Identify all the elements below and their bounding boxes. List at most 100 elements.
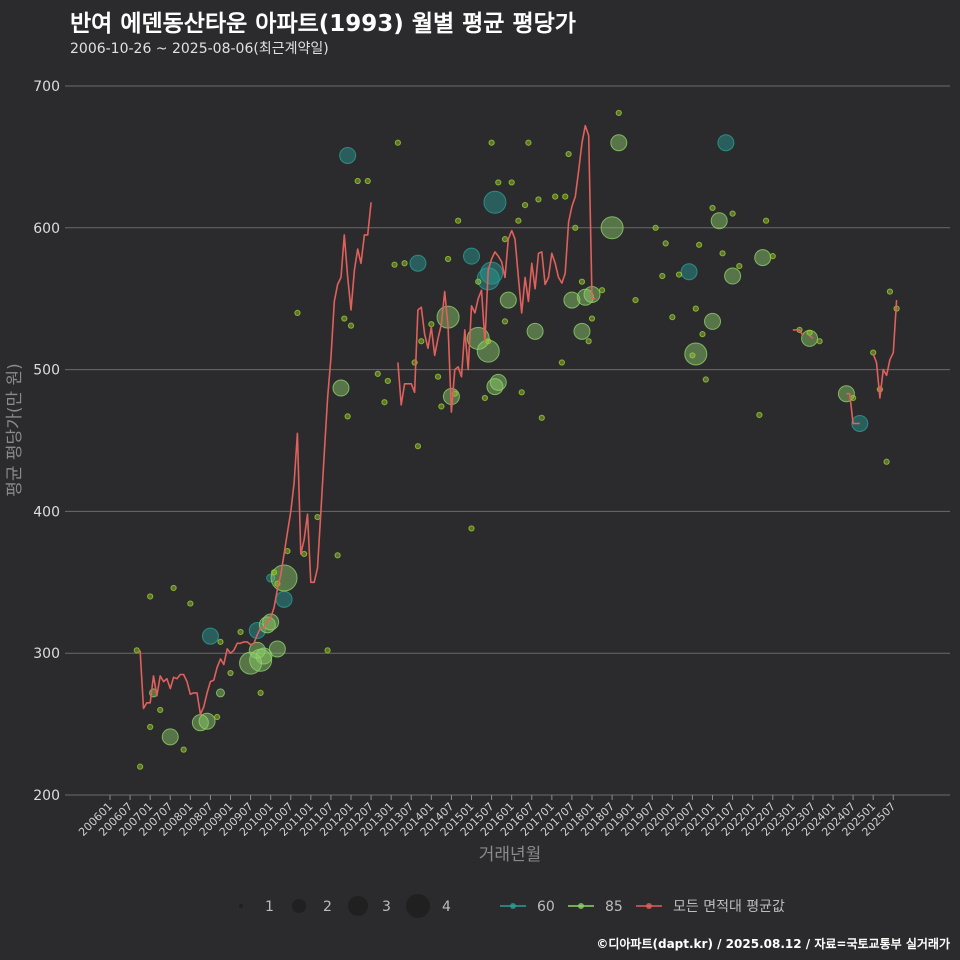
data-point <box>724 267 742 285</box>
data-point <box>187 600 194 607</box>
data-point <box>257 689 264 697</box>
legend-dot-key <box>646 903 652 909</box>
data-point <box>434 373 442 380</box>
data-point <box>374 370 381 377</box>
data-point <box>468 525 475 532</box>
legend-size-key <box>406 894 430 918</box>
data-point <box>488 139 495 146</box>
average-line-segment <box>846 392 860 425</box>
average-line-segment <box>397 124 596 413</box>
data-point <box>489 373 507 391</box>
y-tick-label: 500 <box>33 363 60 379</box>
data-point <box>347 322 355 329</box>
data-point <box>598 287 606 294</box>
data-point <box>444 255 452 263</box>
data-point <box>485 338 492 345</box>
data-point <box>675 271 683 278</box>
data-point <box>248 622 266 640</box>
y-tick-label: 600 <box>33 221 60 237</box>
data-point <box>201 627 219 645</box>
legend-series-label: 60 <box>537 899 555 915</box>
data-point <box>729 210 736 217</box>
data-point <box>394 139 401 146</box>
data-point <box>762 217 770 224</box>
data-point <box>684 342 708 366</box>
data-point <box>526 322 544 340</box>
data-point <box>696 241 703 248</box>
data-point <box>565 150 572 158</box>
data-point <box>515 217 522 224</box>
data-point <box>806 329 813 336</box>
data-point <box>578 278 586 285</box>
average-line-segment <box>139 202 372 715</box>
data-point <box>659 272 666 280</box>
data-point <box>652 224 659 231</box>
legend-size-label: 1 <box>265 899 274 915</box>
data-point <box>339 146 357 164</box>
data-point <box>258 616 276 634</box>
legend-size-key <box>292 899 306 913</box>
data-point <box>501 318 509 325</box>
data-point <box>475 278 482 285</box>
data-point <box>562 193 569 200</box>
data-point <box>710 212 728 230</box>
data-point <box>719 250 726 257</box>
data-point <box>409 254 427 272</box>
data-point <box>525 139 532 146</box>
chart-subtitle: 2006-10-26 ~ 2025-08-06(최근계약일) <box>70 41 329 57</box>
data-point <box>588 315 596 322</box>
data-point <box>573 322 591 340</box>
data-point <box>161 728 179 746</box>
data-point <box>157 706 164 714</box>
data-point <box>702 376 709 383</box>
data-point <box>180 746 187 753</box>
y-tick-label: 400 <box>33 504 60 520</box>
average-line <box>139 124 898 715</box>
data-point <box>692 305 699 312</box>
data-point <box>332 379 350 397</box>
data-point <box>255 647 273 665</box>
data-point <box>704 312 722 330</box>
legend-size-key <box>348 896 368 916</box>
data-point <box>170 584 177 592</box>
grid-lines <box>65 85 950 796</box>
data-point <box>499 291 517 309</box>
data-point <box>418 338 425 345</box>
data-point <box>680 263 698 281</box>
data-point <box>324 647 331 654</box>
data-point <box>538 414 545 421</box>
data-point <box>364 177 371 185</box>
y-tick-label: 200 <box>33 788 60 804</box>
data-point <box>849 394 857 402</box>
data-point <box>237 628 244 636</box>
y-tick-label: 300 <box>33 646 60 662</box>
footer-credit: ©디아파트(dapt.kr) / 2025.08.12 / 자료=국토교통부 실… <box>596 937 950 951</box>
data-point <box>886 288 894 295</box>
data-point <box>275 590 293 608</box>
data-point <box>736 262 743 270</box>
data-point <box>883 458 890 465</box>
data-point <box>217 638 224 645</box>
y-tick-label: 700 <box>33 79 60 95</box>
chart-title: 반여 에덴동산타운 아파트(1993) 월별 평균 평당가 <box>70 11 576 37</box>
data-point <box>401 260 408 267</box>
data-point <box>227 669 234 677</box>
data-point <box>215 688 225 698</box>
data-point <box>699 331 706 338</box>
data-point <box>268 640 286 658</box>
data-point <box>384 377 391 385</box>
data-point <box>615 109 622 117</box>
data-point <box>463 247 481 265</box>
data-point <box>632 297 639 304</box>
data-point <box>270 569 278 576</box>
legend: 1 2 3 4 60 85 모든 면적대 평균값 <box>239 894 785 918</box>
data-point <box>344 413 351 420</box>
data-point <box>476 339 500 363</box>
y-axis: 200 300 400 500 600 700 <box>33 79 60 804</box>
legend-series-label: 모든 면적대 평균값 <box>673 899 785 915</box>
data-point <box>709 204 716 212</box>
data-point <box>428 321 435 328</box>
y-axis-title: 평균 평당가(만 원) <box>5 363 25 497</box>
average-line-segment <box>809 334 814 340</box>
data-point <box>354 177 361 185</box>
